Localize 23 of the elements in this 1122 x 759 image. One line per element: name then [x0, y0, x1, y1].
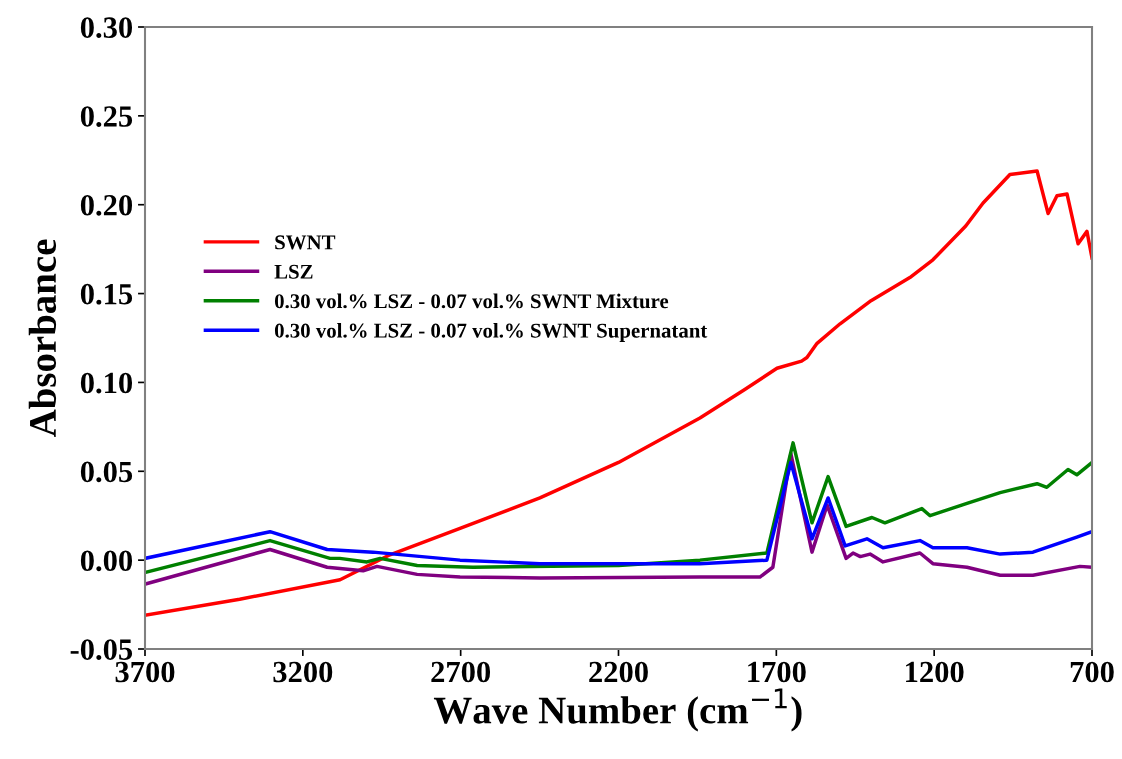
x-tick-label: 1700 — [748, 661, 806, 683]
x-tick-label: 3700 — [115, 661, 175, 683]
y-tick-label: 0.10 — [80, 372, 133, 394]
legend-label: 0.30 vol.% LSZ - 0.07 vol.% SWNT Supernatant — [274, 323, 708, 342]
legend-label: 0.30 vol.% LSZ - 0.07 vol.% SWNT Mixture — [274, 293, 669, 309]
y-tick-label: 0.30 — [80, 17, 133, 39]
legend-label: LSZ — [274, 264, 313, 279]
y-tick-label: 0.00 — [80, 550, 133, 572]
y-tick-label: 0.15 — [80, 283, 133, 305]
x-tick-label: 3200 — [273, 661, 333, 683]
y-tick-label: 0.20 — [80, 195, 133, 216]
line-series — [145, 169, 1092, 617]
x-axis-title: Wave Number (cm$^{−1}$) — [433, 688, 802, 732]
y-tick-label: 0.05 — [80, 461, 133, 483]
x-tick-label: 2200 — [589, 661, 648, 683]
y-axis-title: Absorbance — [28, 239, 57, 438]
x-tick-label: 700 — [1070, 661, 1114, 683]
line-series — [145, 460, 1092, 566]
y-tick-label: -0.05 — [70, 639, 133, 661]
x-tick-label: 1200 — [906, 661, 964, 683]
legend-label: SWNT — [275, 235, 336, 250]
x-tick-label: 2700 — [431, 661, 491, 683]
y-tick-label: 0.25 — [80, 106, 133, 127]
